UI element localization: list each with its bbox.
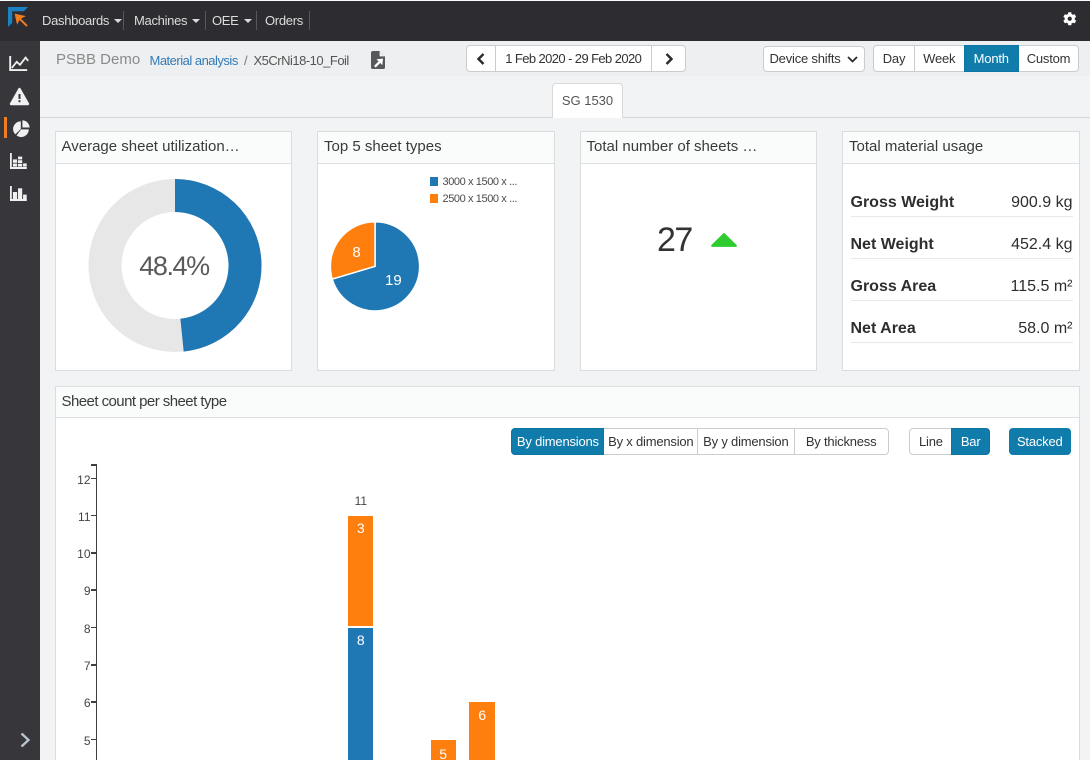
svg-text:8: 8 — [352, 244, 360, 261]
svg-text:19: 19 — [385, 272, 402, 289]
